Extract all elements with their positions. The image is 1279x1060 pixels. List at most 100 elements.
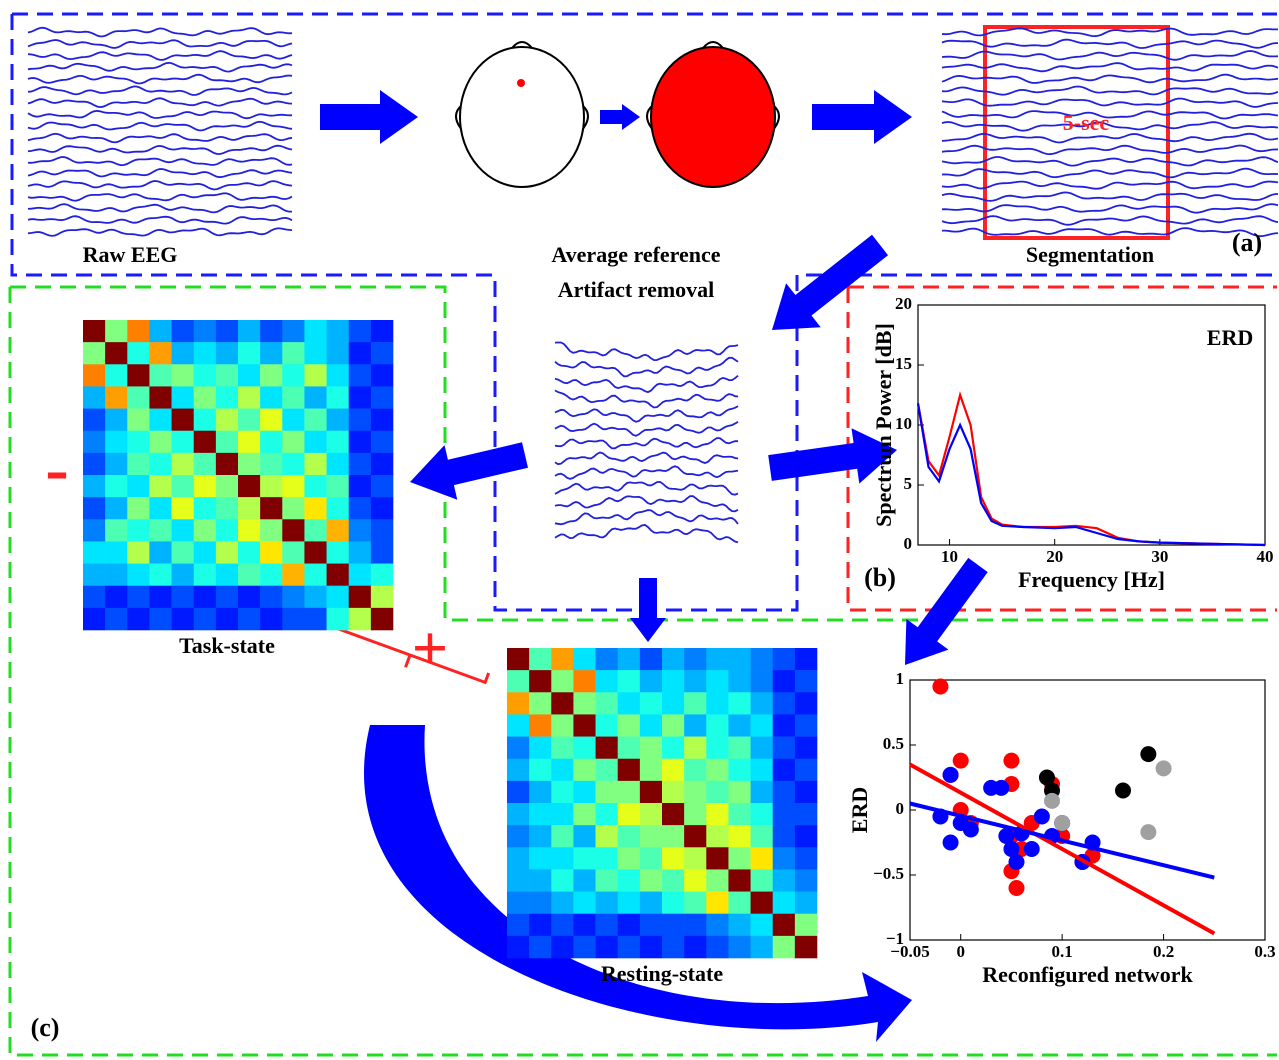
matrix-cell xyxy=(551,759,573,781)
matrix-cell xyxy=(551,648,573,670)
eeg-trace xyxy=(942,75,1278,83)
matrix-cell xyxy=(684,803,706,825)
matrix-cell xyxy=(172,453,194,475)
matrix-cell xyxy=(529,869,551,891)
scatter-point xyxy=(953,753,969,769)
matrix-cell xyxy=(662,869,684,891)
matrix-cell xyxy=(751,670,773,692)
matrix-cell xyxy=(216,342,238,364)
matrix-cell xyxy=(260,431,282,453)
matrix-cell xyxy=(282,431,304,453)
matrix-cell xyxy=(371,342,393,364)
eeg-trace xyxy=(555,496,738,511)
matrix-cell xyxy=(573,670,595,692)
matrix-cell xyxy=(751,714,773,736)
matrix-cell xyxy=(127,586,149,608)
matrix-cell xyxy=(172,475,194,497)
matrix-cell xyxy=(238,386,260,408)
matrix-cell xyxy=(304,608,326,630)
matrix-cell xyxy=(795,936,817,958)
matrix-cell xyxy=(573,759,595,781)
matrix-cell xyxy=(795,648,817,670)
matrix-cell xyxy=(327,519,349,541)
matrix-cell xyxy=(216,475,238,497)
matrix-cell xyxy=(327,541,349,563)
matrix-cell xyxy=(728,737,750,759)
y-tick-label: 20 xyxy=(895,294,912,313)
matrix-cell xyxy=(573,781,595,803)
scatter-point xyxy=(963,822,979,838)
matrix-cell xyxy=(618,825,640,847)
matrix-cell xyxy=(127,541,149,563)
matrix-cell xyxy=(573,737,595,759)
scatter-point xyxy=(1054,815,1070,831)
matrix-cell xyxy=(618,781,640,803)
matrix-cell xyxy=(149,519,171,541)
matrix-cell xyxy=(260,475,282,497)
x-tick-label: 0.2 xyxy=(1153,942,1174,961)
eeg-trace xyxy=(942,169,1278,178)
eeg-trace xyxy=(942,157,1278,166)
matrix-cell xyxy=(149,386,171,408)
matrix-cell xyxy=(596,803,618,825)
eeg-trace xyxy=(942,216,1278,225)
matrix-cell xyxy=(194,386,216,408)
matrix-cell xyxy=(684,869,706,891)
matrix-cell xyxy=(573,869,595,891)
eeg-trace xyxy=(28,134,292,143)
matrix-cell xyxy=(127,475,149,497)
matrix-cell xyxy=(83,342,105,364)
matrix-cell xyxy=(327,497,349,519)
matrix-cell xyxy=(371,364,393,386)
matrix-cell xyxy=(282,608,304,630)
matrix-cell xyxy=(640,692,662,714)
matrix-cell xyxy=(751,914,773,936)
matrix-cell xyxy=(304,431,326,453)
matrix-cell xyxy=(371,497,393,519)
matrix-cell xyxy=(662,670,684,692)
matrix-cell xyxy=(282,564,304,586)
matrix-cell xyxy=(194,320,216,342)
matrix-cell xyxy=(795,759,817,781)
matrix-cell xyxy=(529,692,551,714)
matrix-cell xyxy=(529,670,551,692)
matrix-cell xyxy=(327,453,349,475)
matrix-cell xyxy=(596,670,618,692)
matrix-cell xyxy=(83,586,105,608)
matrix-cell xyxy=(349,608,371,630)
matrix-cell xyxy=(216,519,238,541)
matrix-cell xyxy=(551,670,573,692)
layer: 1020304005101520Frequency [Hz]Spectrum P… xyxy=(28,28,1278,987)
matrix-cell xyxy=(728,847,750,869)
matrix-cell xyxy=(529,737,551,759)
matrix-cell xyxy=(662,825,684,847)
matrix-cell xyxy=(149,497,171,519)
matrix-cell xyxy=(304,497,326,519)
matrix-cell xyxy=(551,914,573,936)
matrix-cell xyxy=(238,608,260,630)
y-tick-label: 0.5 xyxy=(883,734,904,753)
eeg-trace xyxy=(942,146,1278,155)
matrix-cell xyxy=(551,847,573,869)
matrix-cell xyxy=(640,869,662,891)
matrix-cell xyxy=(282,364,304,386)
matrix-cell xyxy=(216,564,238,586)
x-tick-label: 40 xyxy=(1257,547,1274,566)
matrix-cell xyxy=(216,608,238,630)
matrix-cell xyxy=(751,936,773,958)
eeg-trace xyxy=(942,111,1278,118)
matrix-cell xyxy=(83,364,105,386)
scatter-point xyxy=(1156,760,1172,776)
matrix-cell xyxy=(282,586,304,608)
matrix-cell xyxy=(573,914,595,936)
matrix-cell xyxy=(194,409,216,431)
matrix-cell xyxy=(551,737,573,759)
matrix-cell xyxy=(105,364,127,386)
matrix-cell xyxy=(304,364,326,386)
matrix-cell xyxy=(216,364,238,386)
matrix-cell xyxy=(795,825,817,847)
matrix-cell xyxy=(149,409,171,431)
matrix-cell xyxy=(216,586,238,608)
matrix-cell xyxy=(327,364,349,386)
matrix-cell xyxy=(105,320,127,342)
